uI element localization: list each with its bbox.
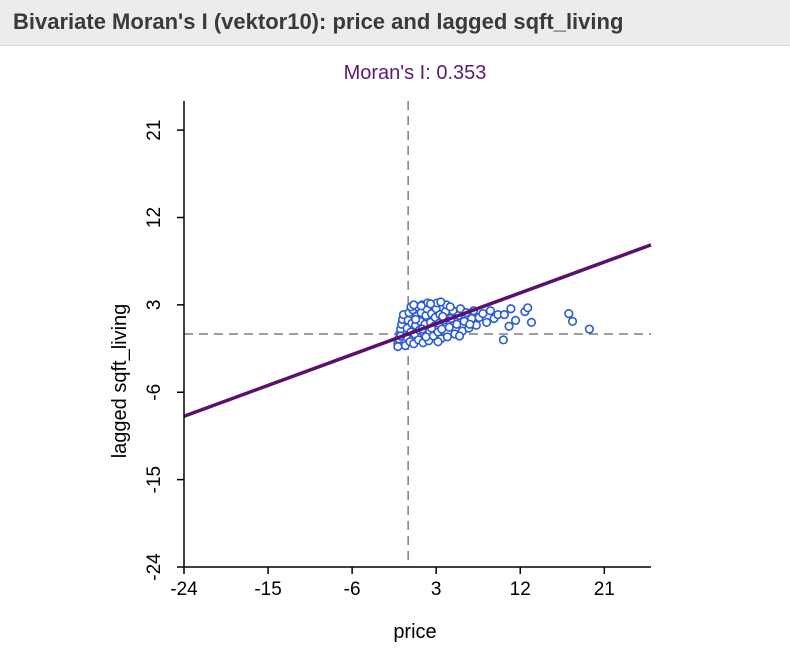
data-point bbox=[499, 309, 509, 320]
data-point bbox=[482, 317, 492, 327]
data-point bbox=[444, 322, 454, 332]
x-tick-label: -15 bbox=[254, 579, 281, 600]
chart-area: Moran's I: 0.353 -24 -15 -6 3 12 21 -24 -15 -6 3 1… bbox=[0, 46, 790, 666]
data-point bbox=[510, 315, 521, 326]
x-axis-label: price bbox=[393, 621, 436, 643]
data-point bbox=[421, 332, 431, 342]
data-point bbox=[506, 304, 516, 314]
y-axis-label: lagged sqft_living bbox=[109, 304, 131, 459]
regression-line bbox=[183, 243, 652, 418]
data-point bbox=[454, 331, 465, 341]
data-point bbox=[452, 319, 462, 329]
data-point bbox=[433, 337, 443, 347]
x-tick-label: -24 bbox=[170, 579, 198, 600]
data-point bbox=[584, 324, 594, 334]
data-point bbox=[437, 324, 447, 334]
y-tick-label: -24 bbox=[144, 553, 165, 581]
data-point bbox=[393, 342, 403, 352]
data-point bbox=[478, 309, 488, 319]
data-point bbox=[442, 332, 452, 342]
y-tick-label: 21 bbox=[144, 120, 165, 141]
chart-title: Moran's I: 0.353 bbox=[344, 62, 487, 84]
data-point bbox=[436, 297, 446, 307]
data-point bbox=[523, 303, 533, 313]
x-tick-label: -6 bbox=[344, 579, 361, 600]
y-tick-label: -6 bbox=[144, 384, 165, 401]
data-point bbox=[498, 335, 509, 345]
data-point bbox=[409, 300, 419, 310]
window-title-bar: Bivariate Moran's I (vektor10): price an… bbox=[0, 0, 790, 46]
y-tick-label: 12 bbox=[144, 207, 165, 228]
y-tick-label: -15 bbox=[144, 466, 165, 493]
x-tick-label: 21 bbox=[594, 579, 615, 600]
data-point bbox=[465, 319, 475, 329]
data-point bbox=[416, 301, 426, 311]
moran-scatter-chart: Moran's I: 0.353 -24 -15 -6 3 12 21 -24 -15 -6 3 1… bbox=[109, 62, 652, 643]
data-point bbox=[425, 299, 436, 309]
data-point bbox=[445, 302, 455, 312]
data-point bbox=[564, 309, 574, 319]
data-point bbox=[485, 306, 495, 316]
data-point bbox=[567, 316, 578, 326]
x-tick-label: 3 bbox=[431, 579, 442, 600]
x-tick-label: 12 bbox=[510, 579, 531, 600]
data-point bbox=[526, 317, 537, 327]
y-tick-label: 3 bbox=[144, 300, 165, 311]
plot-layer: -24 -15 -6 3 12 21 -24 -15 -6 3 12 21 bbox=[144, 101, 652, 600]
data-point bbox=[504, 321, 514, 331]
window-title: Bivariate Moran's I (vektor10): price an… bbox=[13, 9, 624, 34]
data-point bbox=[411, 314, 421, 325]
